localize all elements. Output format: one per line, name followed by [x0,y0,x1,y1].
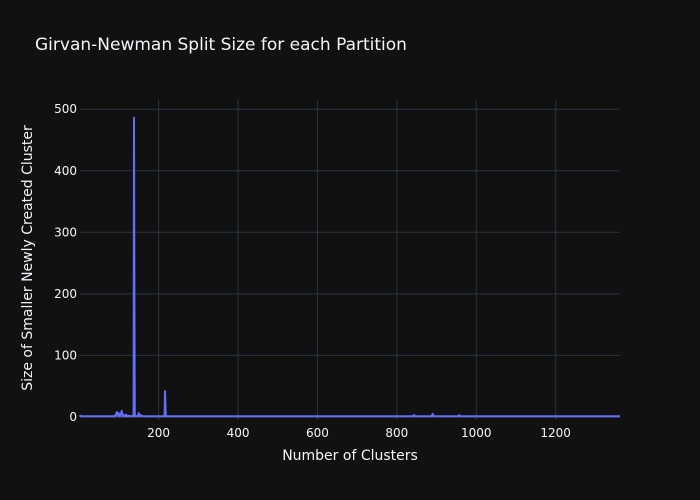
grid-layer [80,100,620,420]
y-tick-label: 400 [54,164,77,178]
y-tick-label: 100 [54,348,77,362]
x-tick-label: 400 [227,426,250,440]
x-tick-label: 800 [385,426,408,440]
x-tick-label: 200 [147,426,170,440]
x-tick-label: 600 [306,426,329,440]
y-axis-title: Size of Smaller Newly Created Cluster [20,125,36,391]
x-tick-label: 1200 [540,426,571,440]
y-tick-label: 300 [54,225,77,239]
chart-title: Girvan-Newman Split Size for each Partit… [35,35,407,55]
x-axis-title: Number of Clusters [282,448,418,464]
y-tick-label: 0 [69,410,77,424]
x-tick-label: 1000 [461,426,492,440]
y-tick-label: 200 [54,287,77,301]
series-line [79,116,620,418]
tick-layer: 200 400 600 800 1000 1200 0 100 200 300 400 500 [54,102,571,440]
y-tick-label: 500 [54,102,77,116]
series-layer [79,116,620,418]
